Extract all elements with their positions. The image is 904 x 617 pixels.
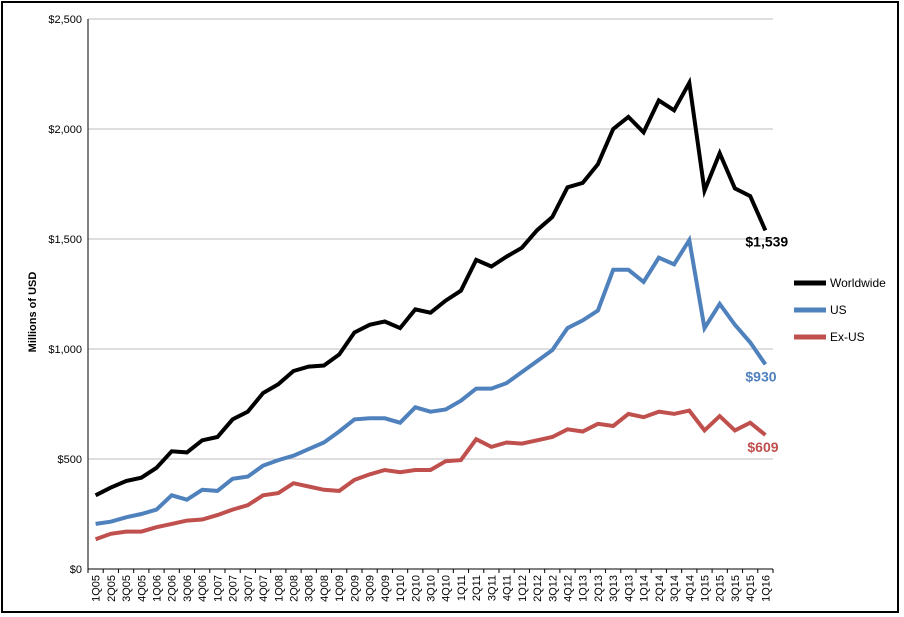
x-tick-label: 4Q12 [563, 575, 575, 602]
y-tick-label: $1,000 [48, 344, 82, 356]
legend: Worldwide US Ex-US [794, 276, 886, 344]
x-tick-label: 2Q12 [532, 575, 544, 602]
x-axis: 1Q05 2Q05 3Q05 4Q05 1Q06 2Q06 3Q06 4Q06 1Q07 2Q07… [87, 569, 774, 602]
x-tick-label: 1Q15 [700, 575, 712, 602]
x-tick-label: 3Q14 [669, 575, 681, 602]
x-tick-label: 2Q11 [471, 575, 483, 601]
y-axis: $0 $500 $1,000 $1,500 $2,000 $2,500 [48, 14, 89, 576]
end-value-label: $930 [745, 368, 776, 384]
x-tick-label: 2Q09 [349, 575, 361, 602]
y-axis-label: Millions of USD [27, 272, 39, 353]
x-tick-label: 1Q07 [212, 575, 224, 602]
x-tick-label: 1Q16 [760, 575, 772, 602]
x-tick-label: 1Q12 [517, 575, 529, 602]
x-tick-label: 1Q06 [152, 575, 164, 602]
x-tick-label: 3Q09 [365, 575, 377, 602]
x-tick-label: 1Q08 [273, 575, 285, 602]
gridlines [88, 18, 773, 570]
x-tick-label: 1Q11 [456, 575, 468, 601]
x-tick-label: 2Q07 [228, 575, 240, 602]
x-tick-label: 4Q09 [380, 575, 392, 602]
end-value-label: $1,539 [745, 233, 788, 249]
x-tick-label: 3Q15 [730, 575, 742, 602]
y-tick-label: $0 [70, 564, 82, 576]
y-tick-label: $1,500 [48, 234, 82, 246]
x-tick-label: 4Q15 [745, 575, 757, 602]
x-tick-label: 3Q06 [182, 575, 194, 602]
end-labels: $1,539 $930 $609 [745, 233, 788, 455]
x-tick-label: 2Q13 [593, 575, 605, 602]
x-tick-label: 3Q10 [426, 575, 438, 602]
x-tick-label: 3Q12 [547, 575, 559, 602]
end-value-label: $609 [747, 439, 778, 455]
x-tick-label: 2Q06 [167, 575, 179, 602]
series-line-ex-us [94, 408, 767, 542]
x-tick-label: 4Q13 [623, 575, 635, 602]
x-tick-label: 4Q11 [502, 575, 514, 601]
x-tick-label: 4Q14 [684, 575, 696, 602]
x-tick-label: 1Q13 [578, 575, 590, 602]
x-tick-label: 1Q14 [639, 575, 651, 602]
x-tick-label: 4Q06 [197, 575, 209, 602]
x-tick-label: 3Q07 [243, 575, 255, 602]
x-tick-label: 3Q08 [304, 575, 316, 602]
x-tick-label: 4Q10 [441, 575, 453, 602]
x-tick-label: 2Q08 [289, 575, 301, 602]
series-lines [94, 76, 768, 542]
x-tick-label: 3Q13 [608, 575, 620, 602]
x-tick-label: 3Q11 [486, 575, 498, 601]
legend-label: Ex-US [830, 330, 865, 344]
series-line-worldwide [94, 76, 768, 498]
x-tick-label: 1Q10 [395, 575, 407, 602]
legend-label: Worldwide [830, 276, 886, 290]
x-tick-label: 2Q15 [715, 575, 727, 602]
y-tick-label: $2,500 [48, 14, 82, 26]
x-tick-label: 4Q08 [319, 575, 331, 602]
series-line-us [95, 234, 768, 526]
x-tick-label: 1Q05 [91, 575, 103, 602]
x-tick-label: 4Q07 [258, 575, 270, 602]
y-tick-label: $500 [58, 454, 82, 466]
x-tick-label: 3Q05 [121, 575, 133, 602]
x-tick-label: 1Q09 [334, 575, 346, 602]
x-tick-label: 2Q10 [410, 575, 422, 602]
x-tick-label: 2Q05 [106, 575, 118, 602]
y-tick-label: $2,000 [48, 124, 82, 136]
x-tick-label: 2Q14 [654, 575, 666, 602]
legend-label: US [830, 303, 847, 317]
x-tick-label: 4Q05 [136, 575, 148, 602]
